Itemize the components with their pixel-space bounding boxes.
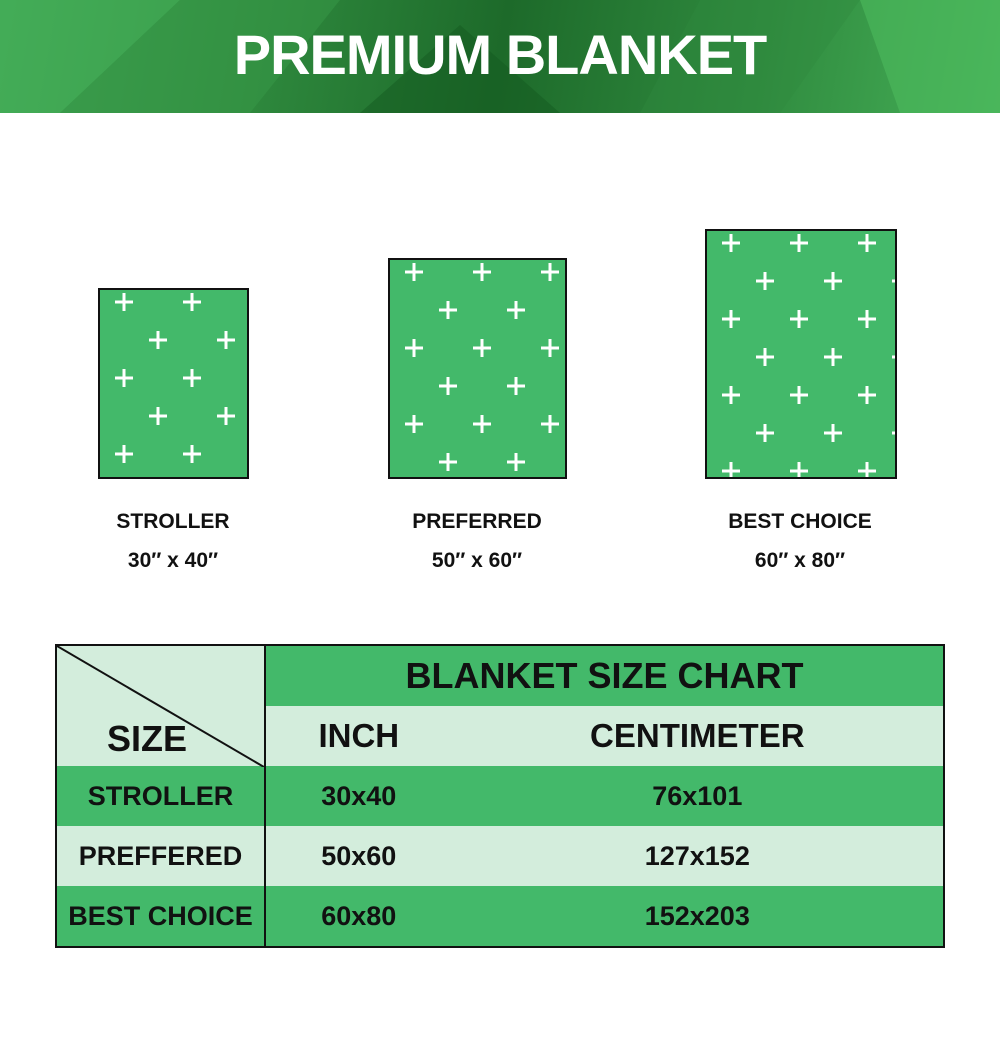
blanket-name: STROLLER: [116, 510, 230, 533]
blanket-size: 60″ x 80″: [754, 549, 846, 572]
blanket-name: PREFERRED: [412, 510, 542, 533]
table-row: STROLLER 30x40 76x101: [56, 766, 944, 826]
blanket-size: 50″ x 60″: [431, 549, 523, 572]
page-title: PREMIUM BLANKET: [233, 23, 768, 86]
table-row: BEST CHOICE 60x80 152x203: [56, 886, 944, 947]
table-title: BLANKET SIZE CHART: [265, 645, 944, 706]
column-header-inch: INCH: [318, 717, 400, 754]
blanket-best-choice-image: [705, 229, 897, 479]
row-inch: 60x80: [321, 900, 397, 931]
size-chart-table: SIZE BLANKET SIZE CHART INCH CENTIMETER …: [55, 644, 945, 948]
column-header-centimeter: CENTIMETER: [590, 717, 805, 754]
row-size: PREFFERED: [56, 826, 266, 886]
corner-cell: SIZE: [56, 645, 266, 767]
row-inch: 30x40: [321, 780, 397, 811]
diagonal-line: [57, 646, 264, 767]
row-cm: 76x101: [652, 780, 743, 811]
table-row: PREFFERED 50x60 127x152: [56, 826, 944, 886]
blanket-name: BEST CHOICE: [728, 510, 872, 533]
row-inch: 50x60: [321, 840, 397, 871]
row-cm: 152x203: [644, 900, 750, 931]
row-size: BEST CHOICE: [56, 886, 266, 947]
row-size: STROLLER: [56, 766, 266, 826]
blanket-stroller-image: [98, 288, 249, 479]
blanket-size: 30″ x 40″: [127, 549, 219, 572]
size-header: SIZE: [107, 718, 188, 759]
polygon-background: [0, 0, 1000, 113]
row-cm: 127x152: [644, 840, 750, 871]
blanket-preferred-image: [388, 258, 567, 479]
header-banner: PREMIUM BLANKET: [0, 0, 1000, 113]
